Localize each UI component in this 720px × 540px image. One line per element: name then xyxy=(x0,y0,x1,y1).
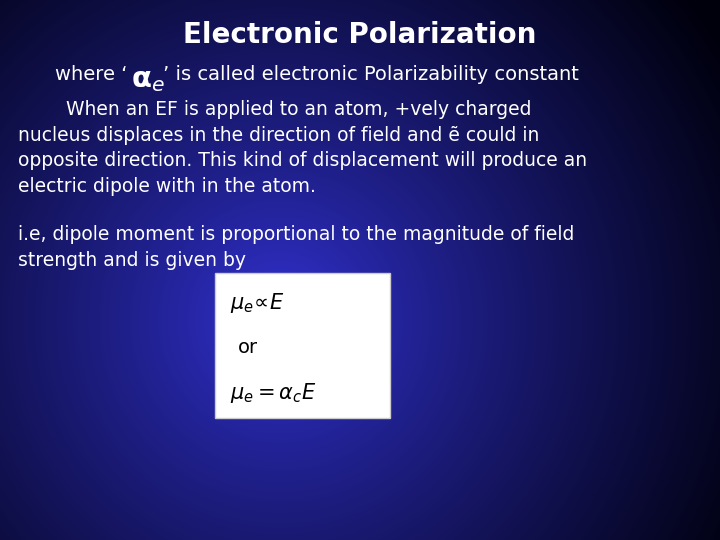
Text: $\mu_e\!\propto\! E$: $\mu_e\!\propto\! E$ xyxy=(230,291,284,315)
Text: When an EF is applied to an atom, +vely charged
nucleus displaces in the directi: When an EF is applied to an atom, +vely … xyxy=(18,100,587,196)
Text: where ‘: where ‘ xyxy=(55,65,127,84)
Text: $\mathbf{\alpha}_e$: $\mathbf{\alpha}_e$ xyxy=(131,66,165,94)
Text: i.e, dipole moment is proportional to the magnitude of field
strength and is giv: i.e, dipole moment is proportional to th… xyxy=(18,225,575,270)
Text: $\mathrm{or}$: $\mathrm{or}$ xyxy=(237,338,259,357)
Text: $\mu_e = \alpha_c E$: $\mu_e = \alpha_c E$ xyxy=(230,381,316,405)
Text: ’ is called electronic Polarizability constant: ’ is called electronic Polarizability co… xyxy=(163,65,579,84)
FancyBboxPatch shape xyxy=(215,273,390,418)
Text: Electronic Polarization: Electronic Polarization xyxy=(184,21,536,49)
